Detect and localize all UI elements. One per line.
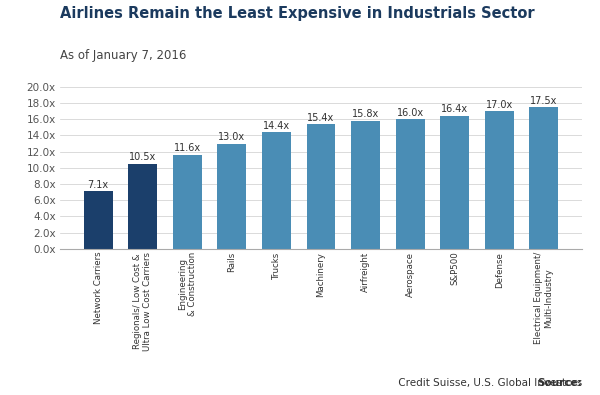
Bar [173, 155, 202, 249]
Text: As of January 7, 2016: As of January 7, 2016 [60, 49, 187, 62]
Bar [84, 191, 113, 249]
Bar [217, 143, 247, 249]
Text: Source: Credit Suisse, U.S. Global Investors: Source: Credit Suisse, U.S. Global Inves… [355, 378, 582, 388]
Text: 7.1x: 7.1x [88, 180, 109, 190]
Text: Source:: Source: [537, 378, 582, 388]
Bar [440, 116, 469, 249]
Text: 16.0x: 16.0x [397, 108, 424, 118]
Text: 13.0x: 13.0x [218, 132, 245, 142]
Text: Credit Suisse, U.S. Global Investors: Credit Suisse, U.S. Global Investors [395, 378, 582, 388]
Text: 16.4x: 16.4x [441, 104, 468, 115]
Text: 17.0x: 17.0x [485, 100, 513, 109]
Text: 15.4x: 15.4x [307, 113, 335, 122]
Bar [485, 111, 514, 249]
Text: 11.6x: 11.6x [174, 143, 201, 153]
Text: 15.8x: 15.8x [352, 109, 379, 119]
Text: 17.5x: 17.5x [530, 96, 557, 105]
Text: 10.5x: 10.5x [129, 152, 157, 162]
Bar [351, 121, 380, 249]
Text: 14.4x: 14.4x [263, 120, 290, 131]
Bar [395, 119, 425, 249]
Bar [529, 107, 558, 249]
Bar [262, 132, 291, 249]
Bar [128, 164, 157, 249]
Bar [307, 124, 335, 249]
Text: Airlines Remain the Least Expensive in Industrials Sector: Airlines Remain the Least Expensive in I… [60, 6, 535, 21]
